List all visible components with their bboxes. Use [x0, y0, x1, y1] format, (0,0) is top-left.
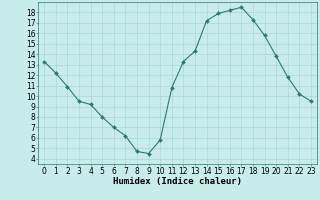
- X-axis label: Humidex (Indice chaleur): Humidex (Indice chaleur): [113, 177, 242, 186]
